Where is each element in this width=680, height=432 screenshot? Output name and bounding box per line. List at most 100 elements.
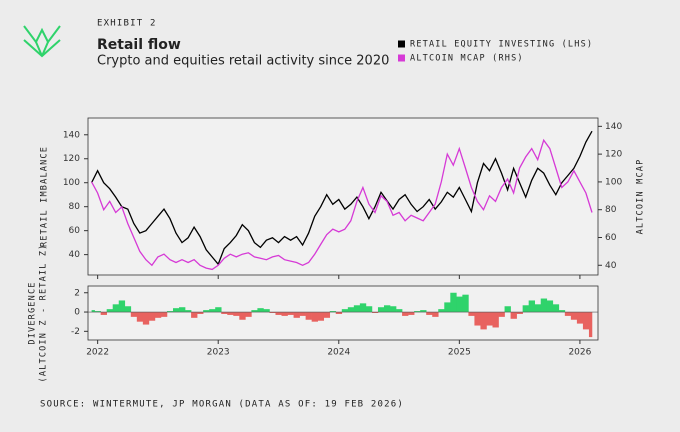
divergence-bar: [263, 309, 270, 313]
divergence-bar: [245, 312, 252, 317]
y-tick-label: 2: [74, 288, 80, 298]
divergence-bar: [383, 305, 391, 313]
y-tick-label: 40: [69, 250, 81, 260]
divergence-bar: [365, 306, 373, 313]
divergence-bar: [353, 305, 361, 313]
divergence-bar: [528, 300, 536, 313]
divergence-bar: [359, 303, 367, 313]
divergence-bar: [396, 309, 403, 313]
divergence-bar: [492, 312, 499, 328]
divergence-bar: [546, 300, 554, 313]
divergence-bar: [317, 312, 325, 321]
divergence-bar: [148, 312, 156, 321]
x-tick-label: 2023: [207, 348, 230, 358]
divergence-bar: [444, 302, 451, 313]
divergence-bar: [166, 311, 174, 313]
divergence-bar: [438, 309, 445, 313]
divergence-bar: [390, 306, 397, 313]
divergence-bar: [160, 312, 168, 317]
divergence-bar: [124, 306, 132, 313]
x-tick-label: 2022: [86, 348, 109, 358]
divergence-bar: [94, 311, 101, 313]
divergence-bar: [323, 312, 331, 318]
x-tick-label: 2026: [568, 348, 591, 358]
y2-tick-label: 60: [605, 233, 617, 243]
divergence-bar: [233, 312, 240, 316]
divergence-bar: [269, 312, 276, 313]
divergence-bar: [570, 312, 578, 320]
divergence-bar: [522, 305, 529, 313]
divergence-bar: [209, 309, 216, 313]
divergence-bar: [480, 312, 487, 330]
divergence-bar: [516, 312, 523, 314]
divergence-bar: [420, 310, 427, 313]
divergence-bar: [179, 307, 186, 313]
legend-swatch: [398, 54, 405, 62]
y2-tick-label: 100: [605, 177, 622, 187]
legend-swatch: [398, 40, 405, 48]
divergence-bar: [504, 306, 511, 313]
divergence-bar: [106, 309, 114, 313]
divergence-bar: [414, 311, 421, 313]
y-tick-label: 60: [69, 226, 81, 236]
y-tick-label: 80: [69, 202, 81, 212]
x-tick-label: 2025: [448, 348, 471, 358]
divergence-bar: [118, 300, 126, 313]
divergence-bar: [588, 312, 593, 338]
divergence-bar: [456, 296, 463, 313]
divergence-bar: [281, 312, 288, 316]
divergence-bar: [510, 312, 517, 319]
divergence-bar: [203, 310, 210, 313]
divergence-bar: [185, 310, 192, 313]
series-line: [91, 130, 593, 266]
source: SOURCE: WINTERMUTE, JP MORGAN (DATA AS O…: [40, 400, 404, 410]
divergence-bar: [287, 312, 294, 315]
divergence-bar: [408, 312, 415, 315]
divergence-bar: [251, 310, 258, 313]
divergence-bar: [305, 312, 312, 320]
divergence-bar: [299, 312, 306, 316]
divergence-bar: [311, 312, 318, 322]
divergence-bar: [462, 294, 469, 313]
y2-axis-label: ALTCOIN MCAP: [636, 159, 646, 235]
divergence-bar: [582, 312, 590, 330]
divergence-bar: [100, 312, 107, 315]
divergence-bar: [329, 311, 337, 313]
y-tick-label: 120: [63, 154, 80, 164]
title: Retail flow: [97, 37, 181, 53]
divergence-bar: [426, 312, 433, 315]
divergence-bar: [293, 312, 300, 318]
y-tick-label: 140: [63, 130, 80, 140]
y-tick-label: 0: [74, 308, 80, 318]
y-axis-label: RETAIL IMBALANCE: [40, 146, 50, 247]
y2-tick-label: 80: [605, 205, 617, 215]
divergence-bar: [347, 307, 355, 313]
logo: [23, 25, 61, 58]
x-tick-label: 2024: [327, 348, 350, 358]
divergence-bar: [227, 312, 234, 315]
subtitle: Crypto and equities retail activity sinc…: [97, 54, 389, 69]
divergence-bar: [552, 304, 560, 313]
divergence-bar: [91, 310, 95, 313]
divergence-bar: [275, 312, 282, 315]
divergence-bar: [402, 312, 409, 316]
divergence-bar: [197, 312, 204, 314]
divergence-bar: [221, 312, 228, 314]
divergence-bar: [450, 292, 457, 313]
divergence-bar: [534, 304, 542, 313]
y2-tick-label: 40: [605, 261, 617, 271]
divergence-bar: [564, 312, 572, 316]
divergence-bar: [335, 312, 343, 314]
y-tick-label: 100: [63, 178, 80, 188]
divergence-bar: [136, 312, 144, 322]
y2-tick-label: 140: [605, 122, 622, 132]
divergence-bar: [215, 307, 222, 313]
divergence-bar: [474, 312, 481, 326]
y-tick-label: -2: [71, 327, 80, 337]
divergence-bar: [377, 307, 385, 313]
divergence-bar: [191, 312, 198, 318]
divergence-bar: [576, 312, 584, 324]
divergence-bar: [558, 310, 566, 313]
divergence-bar: [257, 308, 264, 313]
divergence-bar: [173, 308, 180, 313]
